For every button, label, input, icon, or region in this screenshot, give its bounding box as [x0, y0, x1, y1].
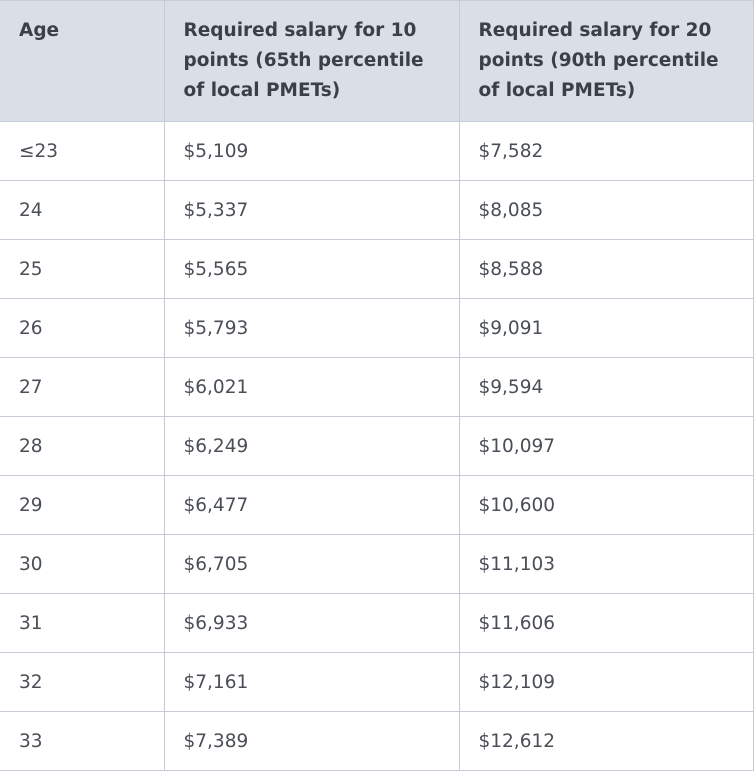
- table-row: 30 $6,705 $11,103: [0, 534, 754, 594]
- cell-salary-10-points: $5,337: [163, 180, 460, 240]
- cell-salary-20-points: $10,600: [458, 475, 754, 535]
- cell-salary-10-points: $5,793: [163, 298, 460, 358]
- header-row: Age Required salary for 10 points (65th …: [0, 0, 754, 122]
- table-body: ≤23 $5,109 $7,582 24 $5,337 $8,085 25 $5,565 $8,…: [0, 121, 754, 771]
- cell-salary-20-points: $11,103: [458, 534, 754, 594]
- cell-salary-20-points: $7,582: [458, 121, 754, 181]
- cell-salary-20-points: $8,588: [458, 239, 754, 299]
- cell-salary-20-points: $11,606: [458, 593, 754, 653]
- table-row: 29 $6,477 $10,600: [0, 475, 754, 535]
- cell-salary-20-points: $12,612: [458, 711, 754, 771]
- cell-salary-20-points: $8,085: [458, 180, 754, 240]
- table-row: 32 $7,161 $12,109: [0, 652, 754, 712]
- table-row: 24 $5,337 $8,085: [0, 180, 754, 240]
- cell-salary-10-points: $7,389: [163, 711, 460, 771]
- cell-salary-10-points: $5,109: [163, 121, 460, 181]
- cell-salary-10-points: $5,565: [163, 239, 460, 299]
- cell-age: 32: [0, 652, 165, 712]
- cell-salary-10-points: $7,161: [163, 652, 460, 712]
- table-row: 28 $6,249 $10,097: [0, 416, 754, 476]
- cell-salary-20-points: $10,097: [458, 416, 754, 476]
- cell-age: 25: [0, 239, 165, 299]
- cell-salary-10-points: $6,021: [163, 357, 460, 417]
- header-salary-10-points: Required salary for 10 points (65th perc…: [163, 0, 460, 122]
- cell-salary-20-points: $12,109: [458, 652, 754, 712]
- cell-age: 30: [0, 534, 165, 594]
- cell-age: ≤23: [0, 121, 165, 181]
- cell-age: 33: [0, 711, 165, 771]
- cell-salary-10-points: $6,249: [163, 416, 460, 476]
- cell-age: 24: [0, 180, 165, 240]
- table-row: 33 $7,389 $12,612: [0, 711, 754, 771]
- cell-salary-20-points: $9,594: [458, 357, 754, 417]
- header-age: Age: [0, 0, 165, 122]
- cell-age: 28: [0, 416, 165, 476]
- table-row: 27 $6,021 $9,594: [0, 357, 754, 417]
- cell-salary-10-points: $6,933: [163, 593, 460, 653]
- table-header: Age Required salary for 10 points (65th …: [0, 0, 754, 122]
- cell-salary-10-points: $6,477: [163, 475, 460, 535]
- table-row: 26 $5,793 $9,091: [0, 298, 754, 358]
- cell-salary-20-points: $9,091: [458, 298, 754, 358]
- cell-age: 27: [0, 357, 165, 417]
- cell-age: 29: [0, 475, 165, 535]
- table-row: ≤23 $5,109 $7,582: [0, 121, 754, 181]
- table-row: 31 $6,933 $11,606: [0, 593, 754, 653]
- table-row: 25 $5,565 $8,588: [0, 239, 754, 299]
- cell-age: 26: [0, 298, 165, 358]
- header-salary-20-points: Required salary for 20 points (90th perc…: [458, 0, 754, 122]
- cell-salary-10-points: $6,705: [163, 534, 460, 594]
- cell-age: 31: [0, 593, 165, 653]
